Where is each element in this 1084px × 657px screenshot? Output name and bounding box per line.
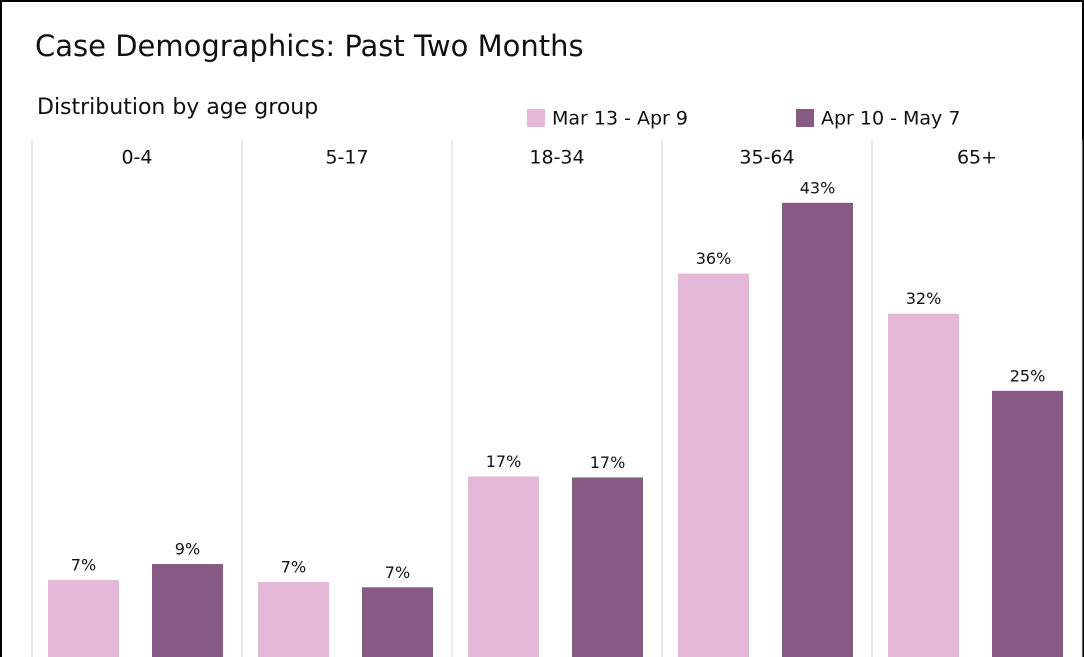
bar: [782, 202, 853, 657]
bar: [678, 273, 749, 657]
category-label: 0-4: [121, 147, 152, 169]
data-label: 36%: [696, 249, 732, 268]
data-label: 17%: [590, 453, 626, 472]
category-label: 35-64: [739, 147, 794, 169]
legend-swatch: [796, 109, 814, 127]
bar: [258, 582, 329, 657]
bar: [48, 579, 119, 657]
data-label: 7%: [385, 563, 410, 582]
legend-label: Mar 13 - Apr 9: [552, 108, 688, 130]
bar: [888, 313, 959, 657]
data-label: 7%: [71, 555, 96, 574]
data-label: 9%: [175, 540, 200, 559]
bar: [468, 476, 539, 657]
bar: [572, 477, 643, 657]
category-label: 65+: [957, 147, 997, 169]
data-label: 17%: [486, 452, 522, 471]
legend-label: Apr 10 - May 7: [821, 108, 960, 130]
bar: [992, 390, 1063, 657]
category-label: 18-34: [529, 147, 584, 169]
data-label: 32%: [906, 289, 942, 308]
category-label: 5-17: [325, 147, 368, 169]
data-label: 43%: [800, 178, 836, 197]
chart-subtitle: Distribution by age group: [37, 95, 318, 120]
bar: [152, 564, 223, 657]
legend-swatch: [527, 109, 545, 127]
bar: [362, 587, 433, 657]
data-label: 25%: [1010, 366, 1046, 385]
data-label: 7%: [281, 558, 306, 577]
chart-title: Case Demographics: Past Two Months: [35, 29, 584, 63]
